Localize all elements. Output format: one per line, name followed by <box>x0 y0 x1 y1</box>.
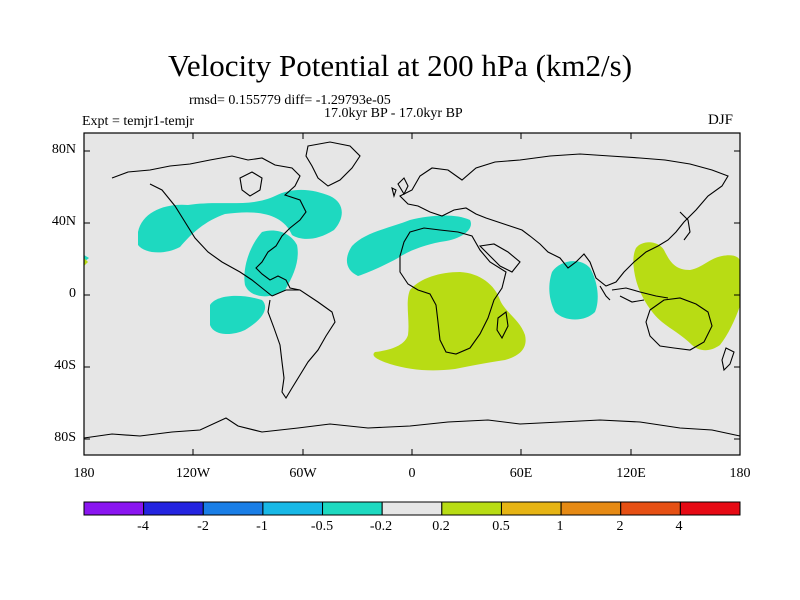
lon-label-60w: 60W <box>289 466 317 481</box>
colorbar-label: -1 <box>256 519 268 534</box>
colorbar-label: -4 <box>137 519 149 534</box>
lat-ticks <box>84 150 740 440</box>
negative-region-east-pacific <box>210 295 266 335</box>
coast-hudson-bay <box>239 171 263 197</box>
lat-label-80n: 80N <box>51 142 76 157</box>
coast-australia <box>645 297 713 351</box>
colorbar-swatch <box>620 501 681 516</box>
coast-japan <box>679 211 691 241</box>
colorbar-label: -2 <box>197 519 209 534</box>
coast-arabia <box>478 243 521 273</box>
experiment-label: Expt = temjr1-temjr <box>82 114 195 129</box>
colorbar-label: -0.5 <box>310 519 334 534</box>
coast-africa <box>399 227 507 355</box>
lon-label-60e: 60E <box>509 466 533 481</box>
period-label: 17.0kyr BP - 17.0kyr BP <box>324 106 463 121</box>
coast-british-isles <box>391 177 409 198</box>
colorbar-label: 0.2 <box>432 519 450 534</box>
colorbar-swatch <box>202 501 264 516</box>
lat-label-40n: 40N <box>51 214 76 229</box>
coast-europe-asia <box>399 153 729 287</box>
coastlines <box>83 141 741 439</box>
negative-region-indian-ocean <box>549 261 598 320</box>
colorbar-swatch <box>262 501 324 516</box>
positive-anomaly-regions <box>84 242 740 371</box>
positive-region-africa <box>373 272 526 371</box>
negative-region-atlantic-med <box>346 215 471 276</box>
coast-new-zealand <box>721 347 735 372</box>
lat-label-0: 0 <box>69 286 76 301</box>
lat-label-80s: 80S <box>54 430 76 445</box>
lat-label-40s: 40S <box>54 358 76 373</box>
colorbar-swatch <box>83 501 145 516</box>
negative-anomaly-regions <box>84 189 598 335</box>
lon-label-120w: 120W <box>175 466 211 481</box>
colorbar-swatch <box>560 501 622 516</box>
colorbar-swatch <box>381 501 443 516</box>
lon-label-180w: 180 <box>73 466 95 481</box>
negative-region-pacific-na <box>138 189 342 253</box>
colorbar-label: -0.2 <box>369 519 393 534</box>
map-title: Velocity Potential at 200 hPa (km2/s) <box>167 48 633 83</box>
coast-na-west <box>149 183 273 297</box>
lon-label-120e: 120E <box>616 466 646 481</box>
colorbar-swatch <box>143 501 204 516</box>
coast-south-america <box>267 289 336 400</box>
colorbar-swatch <box>679 501 741 516</box>
lon-ticks <box>83 133 741 455</box>
season-label: DJF <box>708 112 734 128</box>
coast-antarctica <box>83 417 741 439</box>
colorbar-label: 0.5 <box>492 519 510 534</box>
coast-southeast-asia-islands <box>599 285 669 303</box>
lon-label-0: 0 <box>408 466 416 481</box>
coast-madagascar <box>496 311 509 340</box>
positive-region-west-edge <box>84 258 88 266</box>
coast-greenland <box>305 141 361 187</box>
lon-label-180e: 180 <box>729 466 751 481</box>
colorbar-label: 4 <box>675 519 683 534</box>
colorbar <box>83 501 741 516</box>
colorbar-swatch <box>441 501 502 516</box>
colorbar-swatch <box>322 501 383 516</box>
colorbar-label: 2 <box>616 519 624 534</box>
colorbar-swatch <box>500 501 562 516</box>
stats-line: rmsd= 0.155779 diff= -1.29793e-05 <box>189 93 391 108</box>
colorbar-label: 1 <box>556 519 564 534</box>
coast-north-america <box>111 155 307 291</box>
negative-region-caribbean <box>244 230 298 297</box>
positive-region-maritime-continent <box>633 242 740 351</box>
